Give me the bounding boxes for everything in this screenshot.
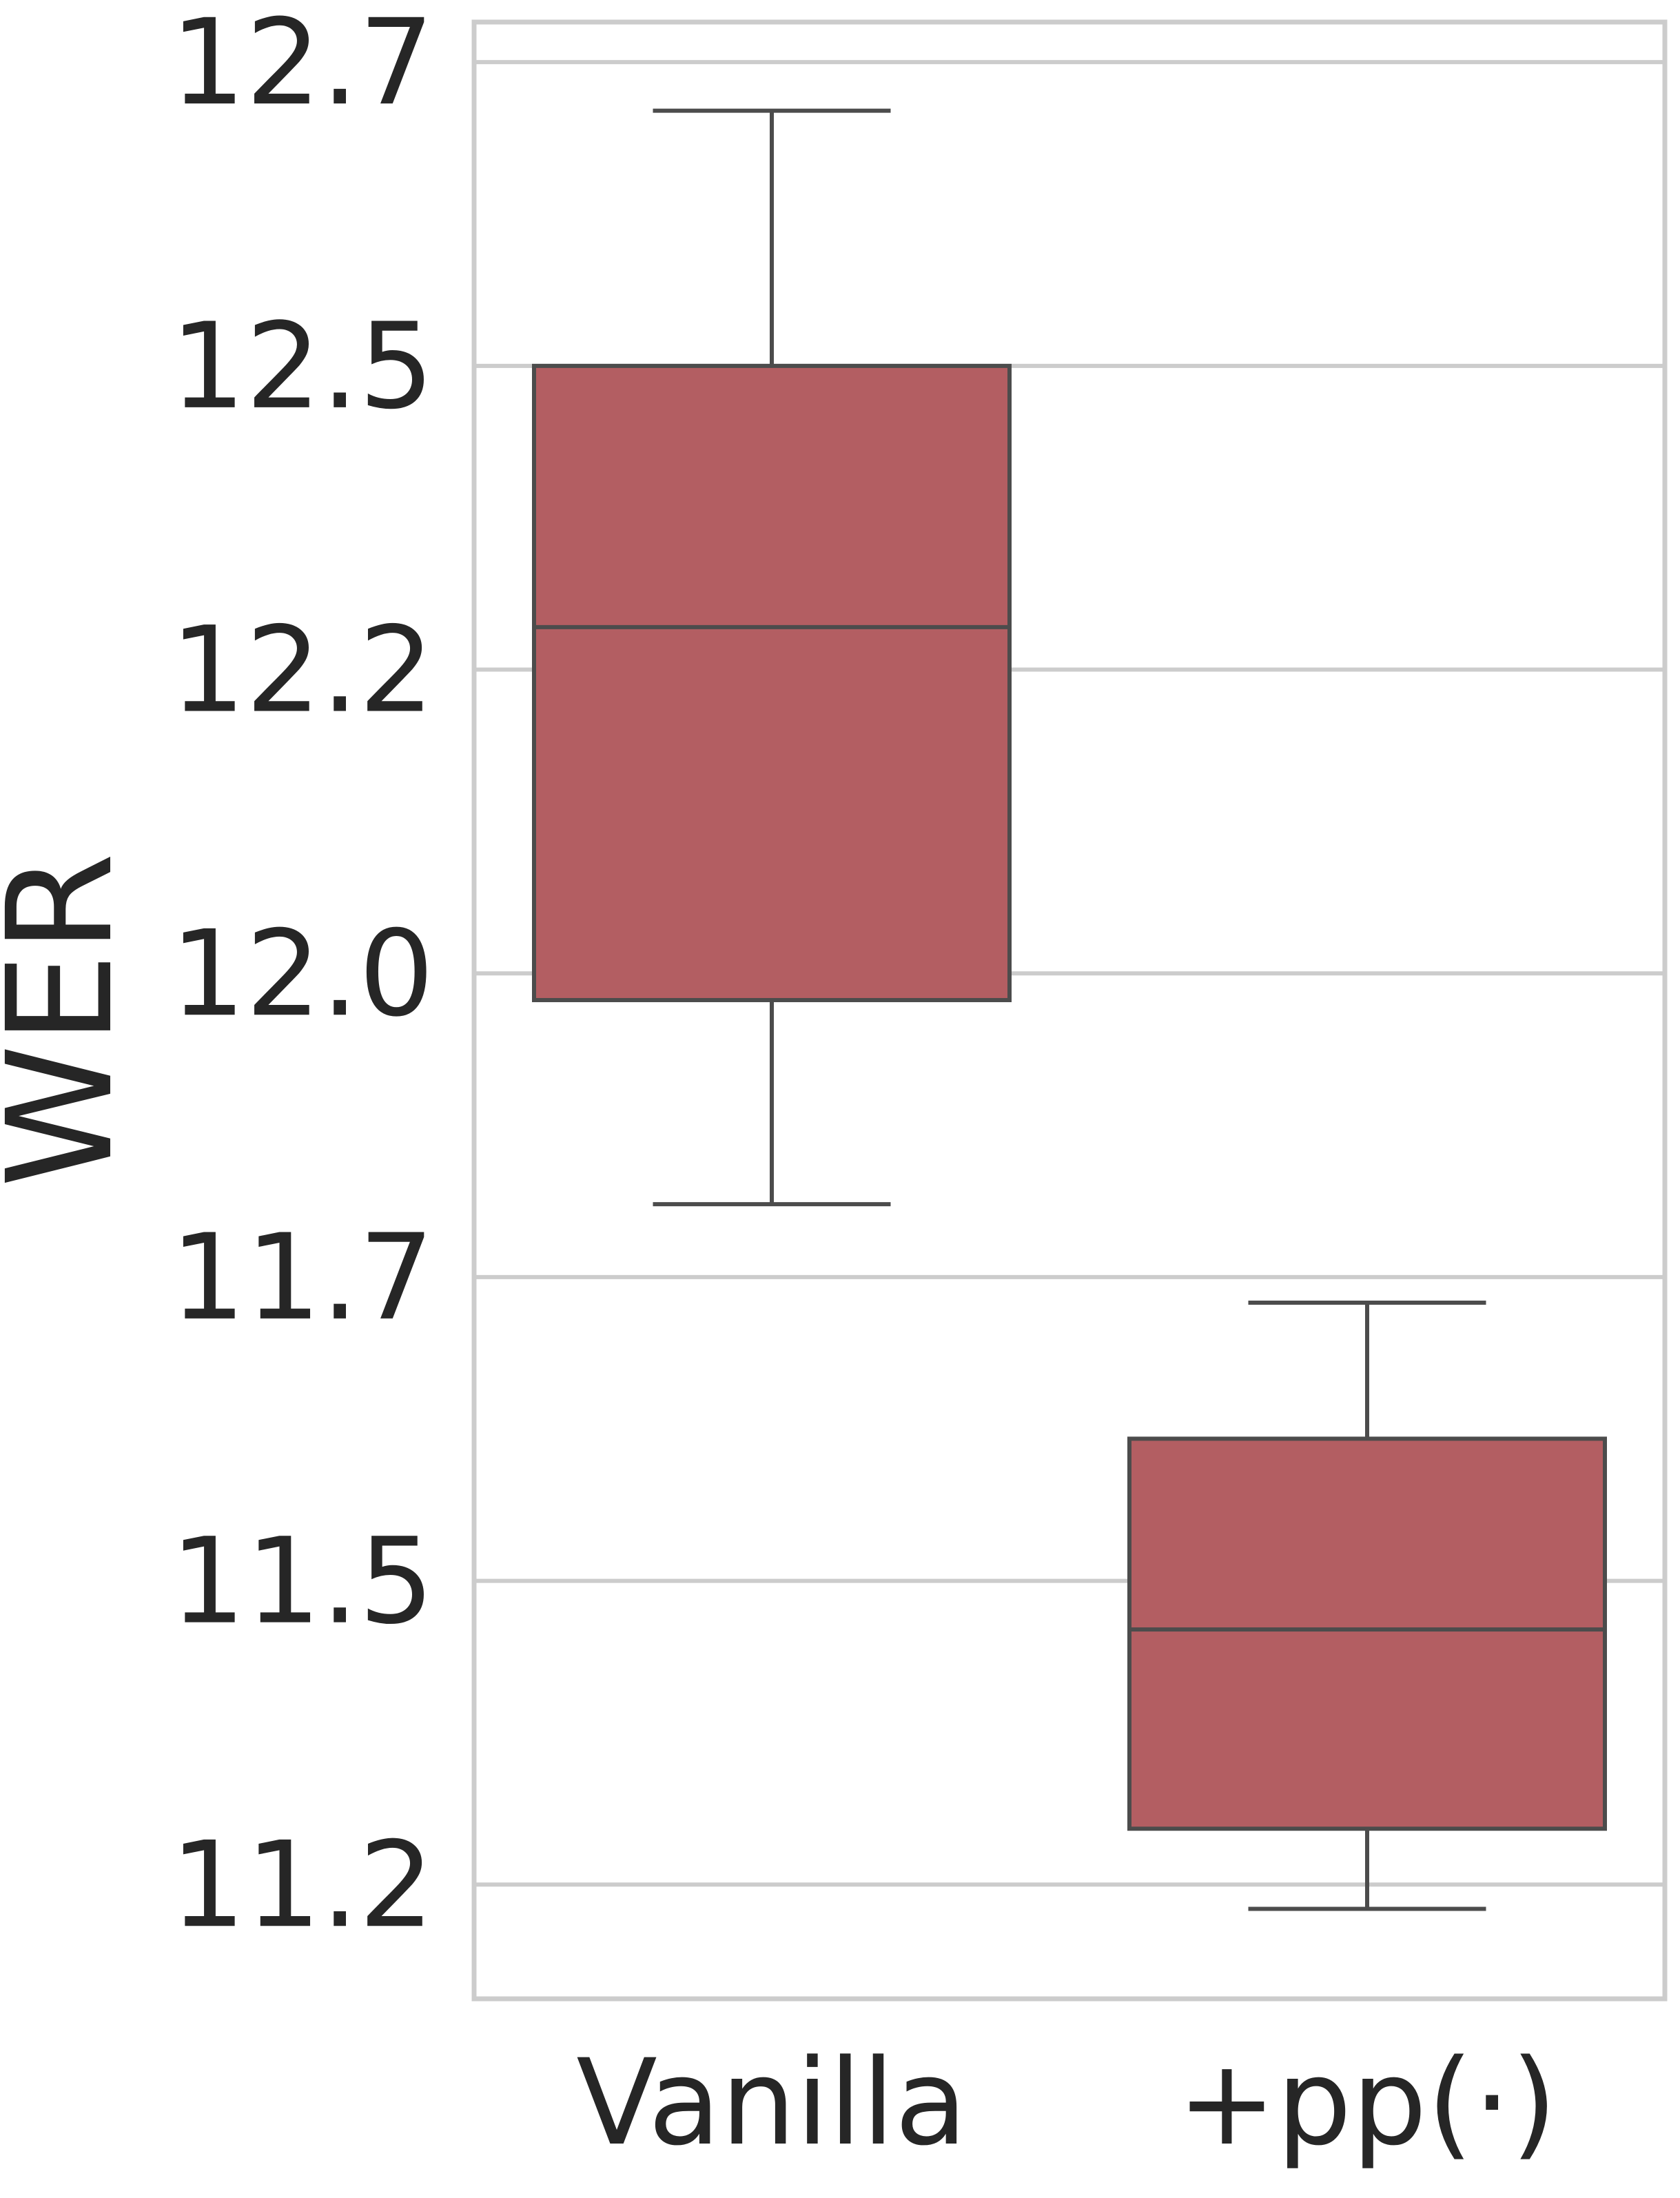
y-tick-label: 12.5 [170,297,434,436]
y-tick-label: 12.2 [170,601,434,740]
x-tick-label: +pp(·) [1177,2033,1557,2172]
y-tick-label: 12.0 [170,904,434,1043]
y-axis-label: WER [0,853,145,1188]
box [532,363,1012,1003]
y-tick-label: 11.7 [170,1208,434,1347]
plot-frame [471,19,1668,2002]
x-tick-label: Vanilla [576,2033,967,2172]
y-tick-label: 12.7 [170,0,434,132]
box [1127,1436,1607,1831]
y-tick-label: 11.2 [170,1815,434,1954]
y-tick-label: 11.5 [170,1512,434,1651]
